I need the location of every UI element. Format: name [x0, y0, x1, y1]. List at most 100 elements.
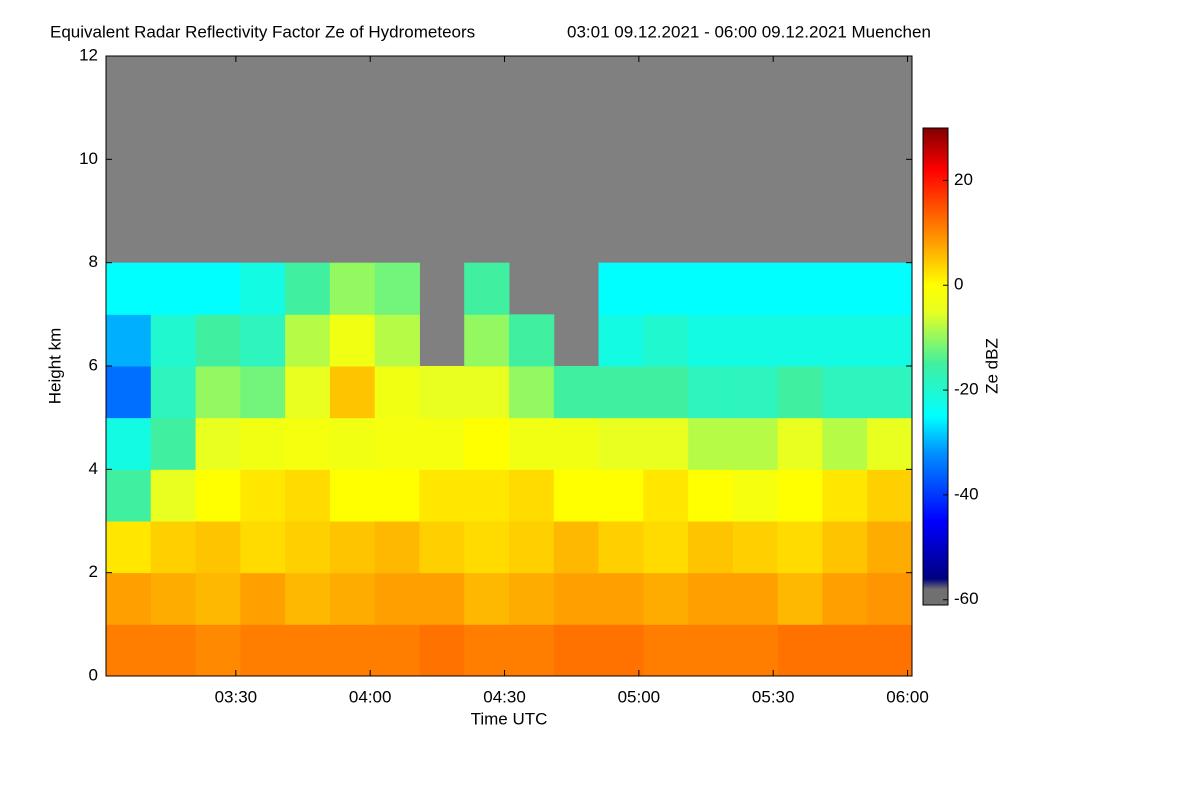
heatmap-cell: [777, 314, 823, 367]
heatmap-cell: [195, 366, 241, 419]
heatmap-cell: [732, 314, 779, 367]
heatmap-cell: [643, 469, 689, 522]
heatmap-cell: [329, 572, 376, 625]
heatmap-cell: [822, 262, 868, 315]
heatmap-cell: [688, 262, 734, 315]
heatmap-cell: [374, 417, 420, 470]
x-tick-label: 06:00: [886, 687, 929, 706]
colorbar-tick-label: 20: [954, 170, 973, 189]
heatmap-cell: [285, 521, 331, 574]
heatmap-cell: [374, 469, 420, 522]
heatmap-cell: [732, 572, 779, 625]
heatmap-cell: [419, 469, 465, 522]
y-tick-label: 4: [89, 459, 98, 478]
heatmap-cell: [643, 624, 689, 677]
colorbar-tick-label: -40: [954, 484, 979, 503]
heatmap-cell: [777, 572, 823, 625]
heatmap-cell: [329, 262, 376, 315]
heatmap-cell: [285, 366, 331, 419]
heatmap-cell: [419, 521, 465, 574]
heatmap-cell: [419, 417, 465, 470]
heatmap-cell: [867, 469, 913, 522]
heatmap-cell: [867, 624, 913, 677]
y-tick-label: 6: [89, 355, 98, 374]
heatmap-cell: [374, 262, 420, 315]
heatmap-cell: [150, 417, 197, 470]
heatmap-cell: [464, 366, 510, 419]
heatmap-cell: [150, 262, 197, 315]
heatmap-cell: [329, 417, 376, 470]
heatmap-cell: [106, 314, 152, 367]
heatmap-cell: [329, 314, 376, 367]
heatmap-cell: [509, 521, 555, 574]
heatmap-cell: [240, 624, 286, 677]
heatmap-cell: [464, 469, 510, 522]
y-tick-label: 0: [89, 665, 98, 684]
heatmap-cell: [285, 314, 331, 367]
heatmap-cell: [509, 624, 555, 677]
heatmap-cell: [285, 262, 331, 315]
colorbar-tick-label: -20: [954, 380, 979, 399]
heatmap-cell: [240, 262, 286, 315]
heatmap-cell: [688, 624, 734, 677]
heatmap-cell: [195, 572, 241, 625]
heatmap-cell: [777, 521, 823, 574]
heatmap-cell: [688, 572, 734, 625]
heatmap-cell: [195, 262, 241, 315]
heatmap-cell: [867, 572, 913, 625]
heatmap-cell: [419, 572, 465, 625]
heatmap-cell: [464, 417, 510, 470]
heatmap-cell: [598, 417, 644, 470]
heatmap-cell: [374, 314, 420, 367]
heatmap-cell: [598, 572, 644, 625]
heatmap-cell: [195, 314, 241, 367]
heatmap-cell: [285, 469, 331, 522]
heatmap-cell: [150, 469, 197, 522]
heatmap-cell: [150, 366, 197, 419]
heatmap-cell: [732, 624, 779, 677]
heatmap-cell: [598, 314, 644, 367]
heatmap-cell: [688, 469, 734, 522]
heatmap-cell: [329, 521, 376, 574]
heatmap-cell: [329, 624, 376, 677]
heatmap-cell: [598, 521, 644, 574]
heatmap-cell: [598, 262, 644, 315]
heatmap-cell: [688, 521, 734, 574]
heatmap-cell: [509, 314, 555, 367]
heatmap-cell: [867, 521, 913, 574]
heatmap-cell: [419, 366, 465, 419]
chart-title: Equivalent Radar Reflectivity Factor Ze …: [50, 22, 475, 41]
heatmap-cell: [688, 417, 734, 470]
heatmap-cell: [867, 366, 913, 419]
heatmap-cell: [732, 521, 779, 574]
heatmap-cell: [732, 366, 779, 419]
heatmap-cell: [374, 521, 420, 574]
heatmap-cell: [240, 417, 286, 470]
heatmap-cell: [777, 469, 823, 522]
heatmap-cell: [195, 417, 241, 470]
heatmap-cell: [822, 366, 868, 419]
heatmap-cell: [150, 624, 197, 677]
heatmap-cell: [106, 366, 152, 419]
heatmap-cell: [822, 521, 868, 574]
heatmap-cell: [553, 469, 600, 522]
x-tick-label: 03:30: [215, 687, 258, 706]
heatmap-cell: [867, 262, 913, 315]
heatmap-cell: [598, 366, 644, 419]
heatmap-cell: [643, 366, 689, 419]
heatmap-cell: [106, 624, 152, 677]
heatmap-cell: [106, 262, 152, 315]
heatmap-cell: [688, 366, 734, 419]
heatmap-cell: [464, 262, 510, 315]
heatmap-cell: [643, 572, 689, 625]
heatmap-cell: [822, 572, 868, 625]
x-tick-label: 04:00: [349, 687, 392, 706]
heatmap-cell: [598, 624, 644, 677]
heatmap-cell: [464, 572, 510, 625]
heatmap-cell: [106, 469, 152, 522]
heatmap-cell: [643, 262, 689, 315]
heatmap-cell: [509, 417, 555, 470]
heatmap-cell: [598, 469, 644, 522]
heatmap-cell: [509, 572, 555, 625]
